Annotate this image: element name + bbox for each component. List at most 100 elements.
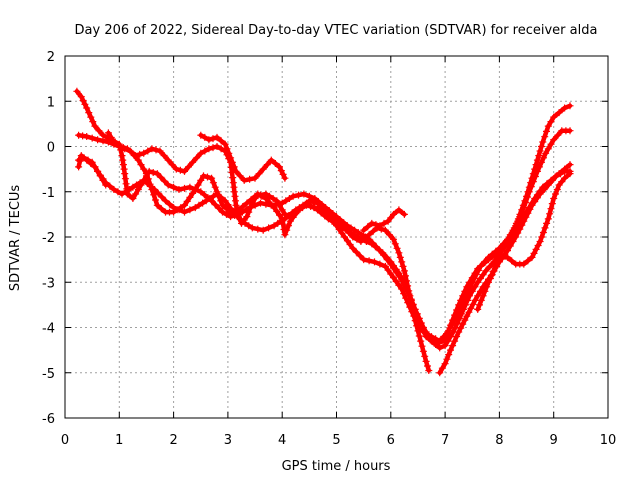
data-point-marker [324,215,332,223]
data-point-marker [307,203,315,210]
data-point-marker [281,174,289,182]
data-point-marker [240,176,248,184]
data-point-marker [276,211,283,219]
data-point-marker [419,347,427,355]
data-point-marker [75,131,83,139]
data-point-marker [115,143,123,150]
data-point-marker [219,208,226,216]
data-point-marker [459,320,467,328]
data-point-marker [96,172,104,180]
data-point-marker [322,208,330,216]
data-point-marker [172,165,180,173]
y-tick-label: -1 [42,186,55,201]
data-point-marker [392,278,400,285]
data-point-marker [144,147,152,155]
data-point-marker [457,310,465,318]
data-point-marker [285,212,292,220]
x-tick-label: 5 [332,433,340,448]
data-point-marker [352,248,360,256]
data-point-marker [501,243,509,251]
data-point-marker [278,206,286,214]
data-point-marker [123,145,131,153]
data-point-marker [395,249,403,257]
data-point-marker [354,229,362,236]
data-point-marker [213,190,221,198]
data-point-marker [213,133,221,141]
data-point-marker [538,233,546,241]
data-point-marker [343,237,351,245]
data-point-marker [197,176,205,184]
data-point-marker [440,333,448,340]
data-point-marker [470,274,478,282]
data-point-marker [157,173,165,181]
data-point-marker [391,240,399,248]
data-point-marker [254,190,262,198]
data-point-marker [292,210,300,218]
data-point-marker [383,253,391,261]
data-point-marker [474,266,482,274]
data-point-marker [392,265,400,273]
data-point-marker [263,161,271,169]
series-track-9 [474,167,574,313]
data-point-marker [544,181,552,189]
data-point-marker [341,233,349,241]
data-point-marker [356,252,364,260]
data-point-marker [390,210,397,218]
data-point-marker [504,247,511,255]
data-point-marker [436,337,444,345]
data-point-marker [449,342,457,350]
data-point-marker [469,300,477,308]
data-point-marker [379,249,387,257]
data-point-marker [122,180,130,188]
data-point-marker [189,158,197,166]
data-point-marker [143,180,151,187]
data-point-marker [535,152,543,160]
series-track-5 [197,131,289,184]
data-point-marker [247,204,254,212]
data-point-marker [536,238,544,245]
data-point-marker [107,134,115,141]
y-tick-label: 0 [47,141,55,156]
data-point-marker [211,201,219,209]
data-point-marker [181,167,188,175]
data-point-marker [408,302,416,310]
data-point-marker [550,195,558,202]
data-point-marker [424,362,431,370]
data-point-marker [144,175,152,183]
data-point-marker [477,296,485,304]
data-point-marker [417,337,425,345]
data-point-marker [204,173,211,181]
data-point-marker [495,258,503,266]
data-point-marker [211,183,219,191]
data-point-marker [534,242,542,249]
data-point-marker [153,201,161,209]
data-point-marker [118,190,126,198]
data-point-marker [566,167,574,175]
data-point-marker [425,333,433,341]
data-point-marker [83,133,91,140]
data-point-marker [295,191,302,199]
data-point-marker [232,167,240,175]
data-point-marker [137,161,145,169]
data-point-marker [142,170,150,178]
data-point-marker [466,292,473,300]
data-point-marker [512,233,520,241]
data-point-marker [375,246,383,254]
data-point-marker [550,113,558,121]
data-point-marker [529,178,537,186]
data-point-marker [490,267,498,275]
data-point-marker [405,287,413,295]
data-point-marker [547,118,555,126]
data-point-marker [542,149,550,157]
data-point-marker [509,238,517,245]
data-point-marker [87,160,95,167]
y-tick-label: -5 [42,367,55,382]
data-point-marker [279,170,287,178]
data-point-marker [482,267,490,275]
data-point-marker [209,135,217,143]
data-point-marker [213,143,221,150]
data-point-marker [349,244,357,252]
data-point-marker [110,138,118,146]
data-point-marker [156,147,164,155]
